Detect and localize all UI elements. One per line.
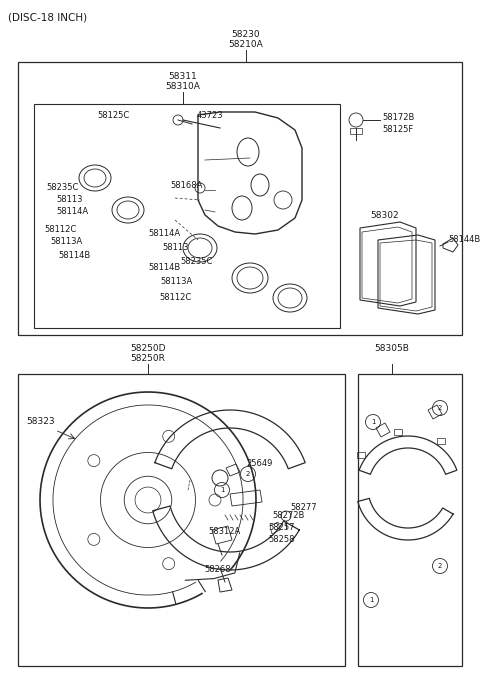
Text: 58113A: 58113A <box>50 237 82 246</box>
Text: (DISC-18 INCH): (DISC-18 INCH) <box>8 12 87 22</box>
Text: 58144B: 58144B <box>448 235 480 245</box>
Text: 58277: 58277 <box>290 503 317 512</box>
Text: 58113: 58113 <box>162 243 189 252</box>
Text: 58112C: 58112C <box>159 293 191 303</box>
Text: 58235C: 58235C <box>46 183 78 192</box>
Bar <box>358 374 462 666</box>
Text: 58235C: 58235C <box>180 258 212 267</box>
Text: 58114B: 58114B <box>148 263 180 273</box>
Bar <box>34 104 340 328</box>
Text: 1: 1 <box>369 597 373 603</box>
Text: 58305B: 58305B <box>374 344 409 353</box>
Text: 25649: 25649 <box>246 460 272 469</box>
Text: 2: 2 <box>246 471 250 477</box>
Text: 2: 2 <box>438 405 442 411</box>
Text: 58125C: 58125C <box>98 111 130 121</box>
Text: 58172B: 58172B <box>382 113 414 121</box>
Text: 58113A: 58113A <box>160 278 192 286</box>
Text: 58250R: 58250R <box>131 354 166 363</box>
Text: 58114A: 58114A <box>56 207 88 216</box>
Text: 58114A: 58114A <box>148 230 180 239</box>
Text: 58125F: 58125F <box>382 125 413 134</box>
Text: 58311: 58311 <box>168 72 197 81</box>
Bar <box>18 374 345 666</box>
Text: 58113: 58113 <box>56 196 83 205</box>
Text: 58230: 58230 <box>232 30 260 39</box>
Text: 58272B: 58272B <box>272 512 304 520</box>
Text: 58112C: 58112C <box>44 226 76 235</box>
Text: 1: 1 <box>220 487 224 493</box>
Text: 58210A: 58210A <box>228 40 264 49</box>
Text: 58257: 58257 <box>268 524 295 533</box>
Text: 58302: 58302 <box>370 211 398 220</box>
Text: 2: 2 <box>438 563 442 569</box>
Text: 58323: 58323 <box>26 417 55 426</box>
Text: 58268: 58268 <box>204 565 231 574</box>
Text: 1: 1 <box>371 419 375 425</box>
Text: 58310A: 58310A <box>166 82 201 91</box>
Text: 58258: 58258 <box>268 535 295 544</box>
Text: 58168A: 58168A <box>170 181 203 190</box>
Text: 43723: 43723 <box>197 111 224 121</box>
Text: 58114B: 58114B <box>58 250 90 259</box>
Text: 58312A: 58312A <box>208 527 240 537</box>
Bar <box>18 62 462 335</box>
Text: 58250D: 58250D <box>130 344 166 353</box>
